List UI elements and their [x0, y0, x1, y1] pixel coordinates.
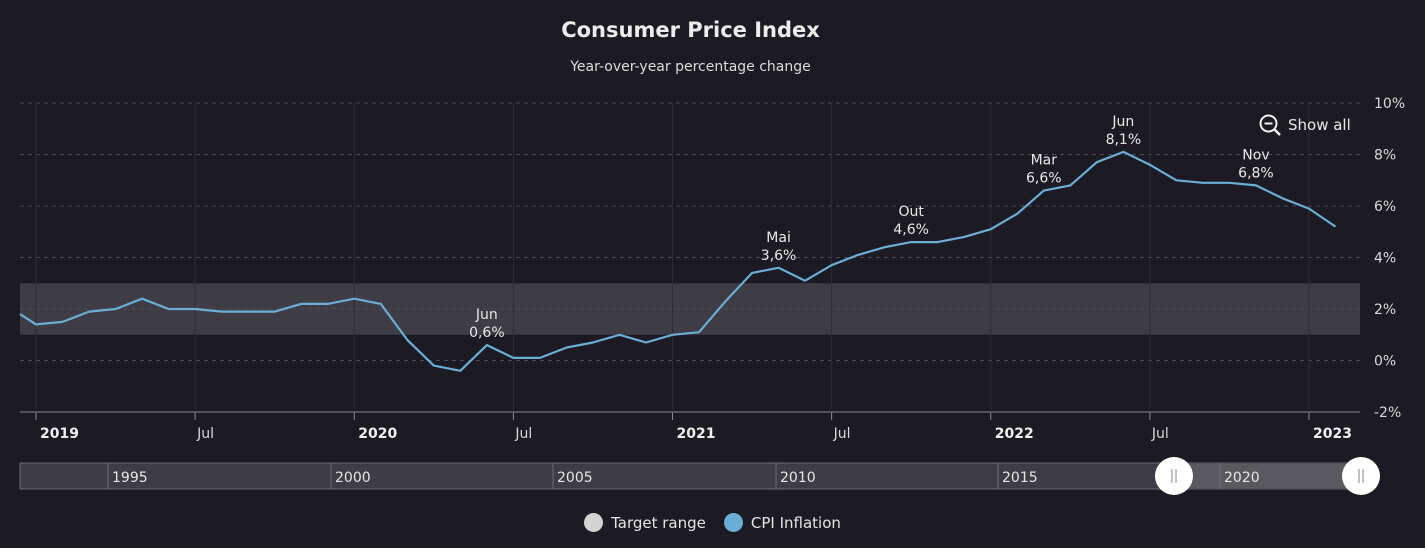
legend-label-target-range: Target range — [611, 513, 706, 532]
navigator-year-label: 1995 — [112, 470, 148, 486]
range-navigator[interactable]: 1995 2000 2005 2010 2015 2020 — [0, 455, 1425, 503]
y-tick-label: 4% — [1374, 251, 1396, 267]
navigator-left-handle[interactable] — [1155, 457, 1193, 495]
zoom-out-icon — [1259, 114, 1281, 136]
legend-item-cpi-inflation[interactable]: CPI Inflation — [723, 513, 841, 532]
navigator-year-label: 2020 — [1224, 470, 1260, 486]
chart-plot-area: 10% 8% 6% 4% 2% 0% -2% 2019 Jul 2020 Jul 2021 Jul 202… — [19, 96, 1405, 442]
drag-handle-icon — [1171, 469, 1177, 483]
annotation-value-label: 4,6% — [893, 222, 929, 238]
show-all-label: Show all — [1288, 116, 1351, 134]
x-tick-label: 2019 — [40, 426, 79, 442]
legend-swatch-target-range — [584, 513, 604, 532]
series-line-cpi-inflation[interactable] — [19, 150, 1337, 372]
show-all-button[interactable]: Show all — [1259, 113, 1351, 137]
x-tick-label: 2023 — [1313, 426, 1352, 442]
x-tick-label: 2022 — [995, 426, 1034, 442]
annotation-month-label: Jun — [475, 307, 498, 323]
legend-label-cpi-inflation: CPI Inflation — [750, 513, 841, 532]
chart-subtitle: Year-over-year percentage change — [570, 59, 811, 75]
chart-title: Consumer Price Index — [561, 18, 820, 42]
annotation-month-label: Jun — [1111, 114, 1134, 130]
legend-swatch-cpi-inflation — [723, 513, 743, 532]
x-tick-label: 2021 — [677, 426, 716, 442]
x-tick-label: Jul — [1151, 426, 1169, 442]
x-tick-label: Jul — [514, 426, 532, 442]
navigator-year-label: 2010 — [780, 470, 816, 486]
annotation-value-label: 6,6% — [1026, 171, 1062, 187]
annotation-value-label: 0,6% — [469, 325, 505, 341]
y-tick-label: 10% — [1374, 96, 1405, 112]
navigator-year-label: 2005 — [557, 470, 593, 486]
y-tick-label: 2% — [1374, 302, 1396, 318]
drag-handle-icon — [1358, 469, 1364, 483]
navigator-right-handle[interactable] — [1342, 457, 1380, 495]
legend-item-target-range[interactable]: Target range — [584, 513, 706, 532]
navigator-year-label: 2000 — [335, 470, 371, 486]
annotation-value-label: 6,8% — [1238, 165, 1274, 181]
y-tick-label: 0% — [1374, 354, 1396, 370]
annotation-value-label: 8,1% — [1106, 132, 1142, 148]
x-tick-label: Jul — [196, 426, 214, 442]
navigator-year-label: 2015 — [1002, 470, 1038, 486]
x-tick-label: Jul — [833, 426, 851, 442]
annotation-month-label: Out — [898, 204, 924, 220]
annotation-month-label: Mar — [1031, 153, 1058, 169]
y-tick-label: -2% — [1374, 405, 1401, 421]
y-tick-label: 6% — [1374, 199, 1396, 215]
annotation-month-label: Mai — [766, 230, 791, 246]
chart-legend: Target range CPI Inflation — [0, 513, 1425, 532]
target-range-band — [20, 283, 1360, 335]
navigator-selected-range[interactable] — [1175, 464, 1360, 488]
y-tick-label: 8% — [1374, 148, 1396, 164]
x-tick-label: 2020 — [358, 426, 397, 442]
annotation-month-label: Nov — [1242, 147, 1269, 163]
annotation-value-label: 3,6% — [761, 248, 797, 264]
